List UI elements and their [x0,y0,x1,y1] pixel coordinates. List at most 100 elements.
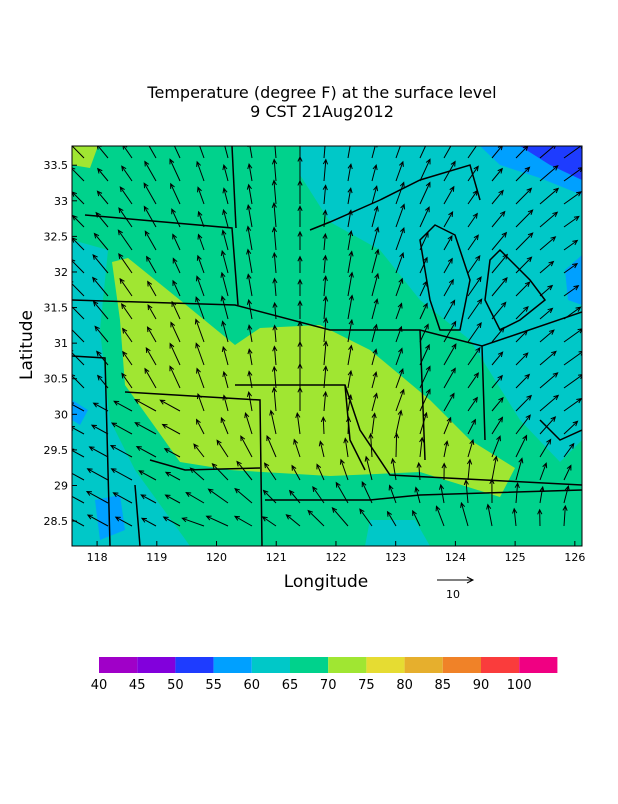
wind-arrow [145,346,157,366]
colorbar-box [175,657,214,673]
reference-arrow-head [466,576,475,584]
wind-arrow [285,514,301,527]
wind-arrow [291,464,301,481]
wind-arrow [563,239,579,251]
wind-arrow [169,158,181,182]
colorbar-label: 85 [435,678,452,693]
x-tick-label: 121 [266,551,287,564]
wind-arrow [491,416,504,435]
field-60-65 [72,240,190,546]
vector-reference-label: 10 [446,588,460,601]
wind-arrow [181,517,205,527]
wind-arrow [170,321,181,343]
wind-arrow [491,253,508,274]
wind-arrow [236,460,253,481]
field-60-65 [300,146,582,462]
wind-arrow [110,468,133,481]
wind-arrow [196,418,205,435]
boundary-line [149,459,261,471]
wind-arrow [323,340,329,366]
wind-arrow [395,277,404,297]
wind-arrow [515,394,533,412]
boundary-line [84,214,239,306]
wind-arrow [113,400,133,412]
wind-arrow [419,231,429,251]
wind-arrow [395,160,404,182]
wind-arrow [562,504,568,527]
wind-arrow [563,442,575,458]
colorbar-label: 100 [507,678,532,693]
wind-arrow [222,208,229,228]
wind-arrow [563,262,579,274]
lake-outline [484,248,547,332]
wind-arrow [563,306,582,320]
wind-arrow [371,392,379,412]
map-frame [71,145,583,547]
wind-arrow [172,233,181,251]
wind-arrow [293,438,301,458]
wind-arrow [512,507,518,527]
wind-arrow [419,146,427,159]
wind-arrow [246,204,253,228]
wind-arrow [72,374,85,389]
wind-arrow [515,187,533,205]
x-tick-label: 125 [505,551,526,564]
wind-arrow [539,211,559,228]
wind-arrow [322,390,328,412]
wind-arrow [320,416,327,435]
wind-arrow [172,257,181,274]
wind-arrow [110,422,133,435]
wind-arrow [322,295,329,320]
wind-arrow [322,365,329,389]
wind-arrow [271,365,278,389]
wind-arrow [419,206,430,228]
wind-arrow [443,185,455,205]
wind-arrow [322,254,328,274]
wind-arrow [419,181,431,205]
wind-arrow [109,444,133,458]
wind-arrow [347,163,353,182]
wind-arrow [220,295,229,320]
wind-arrow [322,184,328,205]
wind-arrow [491,351,504,366]
wind-arrow [164,494,181,504]
wind-arrow [118,207,133,228]
wind-arrow [117,229,133,251]
wind-arrow [72,326,85,343]
wind-arrow [443,440,449,458]
wind-arrow [146,255,157,274]
wind-arrow [491,326,505,343]
wind-arrow [86,468,109,481]
wind-arrow [220,271,229,297]
field-50-55 [520,146,582,180]
wind-arrow [563,285,580,297]
wind-arrow [196,160,205,182]
wind-arrow [86,514,109,527]
wind-arrow [467,165,479,182]
wind-arrow [143,182,157,205]
wind-arrow [312,486,325,504]
boundary-line [265,489,582,501]
title-line: Temperature (degree F) at the surface le… [146,83,496,102]
y-tick-label: 28.5 [44,515,69,528]
wind-arrow [443,416,452,435]
wind-arrow [297,340,303,365]
wind-arrow [419,411,428,435]
wind-arrow [414,486,421,504]
wind-arrow [224,146,229,159]
wind-arrow [347,394,353,412]
boundary-line [72,355,111,546]
wind-arrow [515,352,529,366]
wind-arrow [307,509,325,527]
wind-arrow [515,166,531,182]
wind-arrow [72,470,85,481]
wind-arrow [297,179,303,204]
wind-arrow [539,187,560,205]
wind-arrow [121,165,133,182]
wind-arrow [323,317,329,343]
wind-arrow [563,328,582,343]
wind-arrow [197,233,205,251]
wind-arrow [271,158,278,182]
wind-arrow [195,342,205,366]
wind-arrow [114,516,133,527]
